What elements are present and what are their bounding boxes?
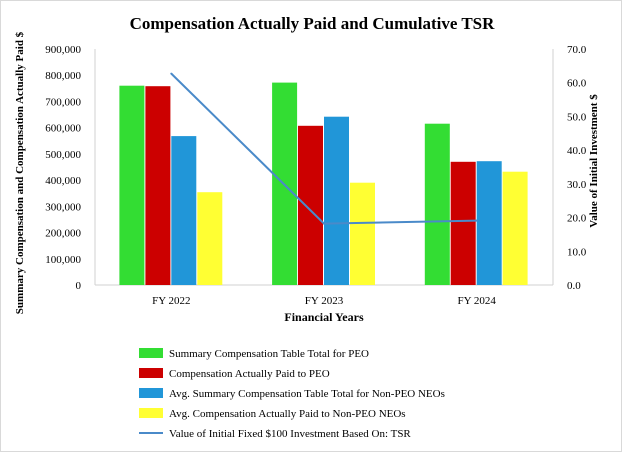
legend-swatch-3 (139, 408, 163, 418)
y2-axis-ticks: 0.0 10.0 20.0 30.0 40.0 50.0 60.0 70.0 (567, 44, 587, 292)
y2-tick-label: 70.0 (567, 44, 587, 56)
y-tick-label: 500,000 (45, 149, 81, 161)
bar-0-0 (119, 85, 145, 285)
legend-label-0: Summary Compensation Table Total for PEO (169, 348, 369, 360)
bar-0-2 (424, 123, 450, 285)
y-tick-label: 300,000 (45, 201, 81, 213)
legend: Summary Compensation Table Total for PEO… (139, 348, 445, 440)
x-axis-ticks: FY 2022 FY 2023 FY 2024 (152, 295, 496, 307)
legend-label-3: Avg. Compensation Actually Paid to Non-P… (169, 408, 406, 420)
y-tick-label: 800,000 (45, 70, 81, 82)
bar-2-0 (171, 136, 197, 285)
y2-tick-label: 20.0 (567, 213, 587, 225)
y2-axis-label: Value of Initial Investment $ (588, 94, 600, 228)
y-tick-label: 600,000 (45, 123, 81, 135)
y-axis-label: Summary Compensation and Compensation Ac… (14, 31, 26, 314)
tsr-point-2 (475, 219, 478, 222)
y2-tick-label: 10.0 (567, 246, 587, 258)
bar-3-1 (350, 182, 375, 285)
legend-swatch-2 (139, 388, 163, 398)
x-tick-label: FY 2024 (457, 295, 496, 307)
bar-3-2 (502, 171, 528, 285)
bar-1-0 (145, 86, 171, 285)
y-tick-label: 900,000 (45, 44, 81, 56)
x-tick-label: FY 2023 (305, 295, 344, 307)
y-tick-label: 100,000 (45, 254, 81, 266)
chart-title: Compensation Actually Paid and Cumulativ… (130, 14, 496, 33)
y-tick-label: 400,000 (45, 175, 81, 187)
legend-swatch-0 (139, 348, 163, 358)
tsr-point-1 (323, 222, 325, 225)
y-tick-label: 700,000 (45, 96, 81, 108)
legend-label-1: Compensation Actually Paid to PEO (169, 368, 330, 380)
tsr-line-group (170, 72, 478, 225)
y2-tick-label: 40.0 (567, 145, 587, 157)
tsr-point-0 (170, 72, 173, 75)
legend-swatch-1 (139, 368, 163, 378)
y-tick-label: 200,000 (45, 228, 81, 240)
y-tick-label: 0 (76, 280, 82, 292)
bars (119, 82, 528, 285)
bar-1-2 (450, 161, 476, 285)
y2-tick-label: 30.0 (567, 179, 587, 191)
y2-tick-label: 50.0 (567, 111, 587, 123)
legend-label-2: Avg. Summary Compensation Table Total fo… (169, 388, 445, 400)
bar-1-1 (298, 125, 323, 285)
bar-3-0 (197, 192, 223, 285)
x-tick-label: FY 2022 (152, 295, 190, 307)
bar-2-2 (476, 161, 502, 285)
bar-2-1 (324, 116, 349, 285)
legend-label-4: Value of Initial Fixed $100 Investment B… (169, 428, 411, 440)
x-axis-label: Financial Years (284, 310, 364, 324)
y2-tick-label: 60.0 (567, 78, 587, 90)
y2-tick-label: 0.0 (567, 280, 581, 292)
y-axis-ticks: 0 100,000 200,000 300,000 400,000 500,000 600,… (45, 44, 81, 292)
